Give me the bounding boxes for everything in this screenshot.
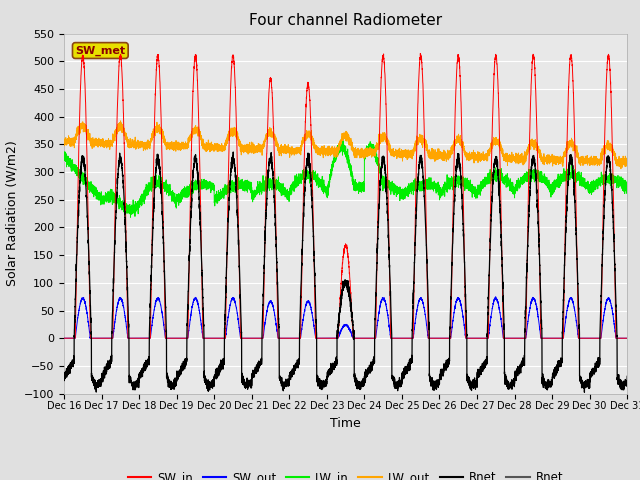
Legend: SW_in, SW_out, LW_in, LW_out, Rnet, Rnet: SW_in, SW_out, LW_in, LW_out, Rnet, Rnet bbox=[123, 466, 568, 480]
Y-axis label: Solar Radiation (W/m2): Solar Radiation (W/m2) bbox=[5, 141, 19, 287]
Title: Four channel Radiometer: Four channel Radiometer bbox=[249, 13, 442, 28]
X-axis label: Time: Time bbox=[330, 417, 361, 430]
Text: SW_met: SW_met bbox=[76, 46, 125, 56]
